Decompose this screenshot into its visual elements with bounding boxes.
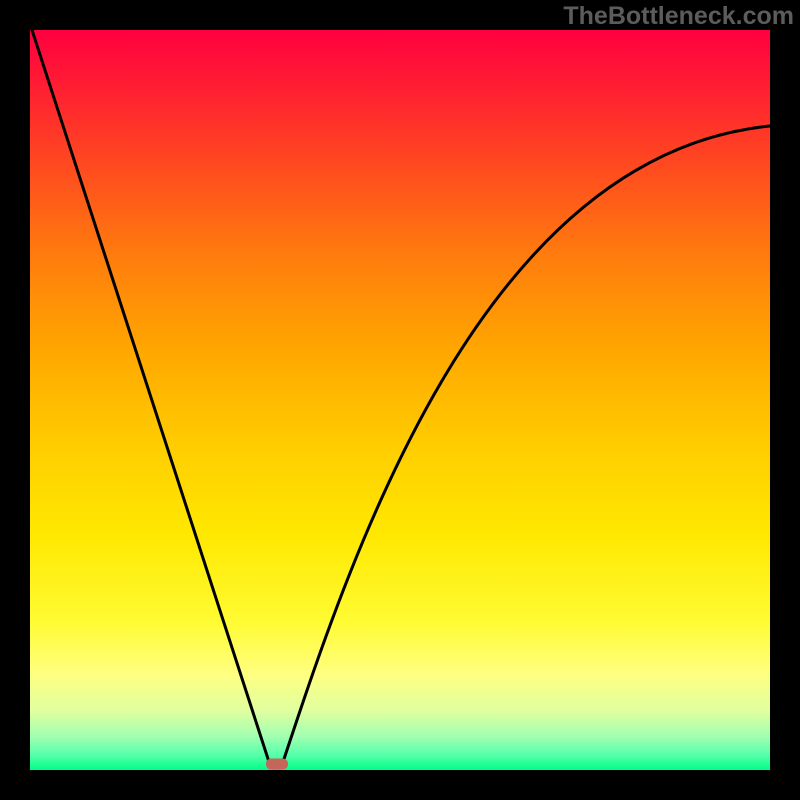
plot-background <box>30 30 770 770</box>
watermark-text: TheBottleneck.com <box>563 2 794 31</box>
min-marker <box>266 759 288 770</box>
bottleneck-chart: TheBottleneck.com <box>0 0 800 800</box>
chart-svg <box>0 0 800 800</box>
